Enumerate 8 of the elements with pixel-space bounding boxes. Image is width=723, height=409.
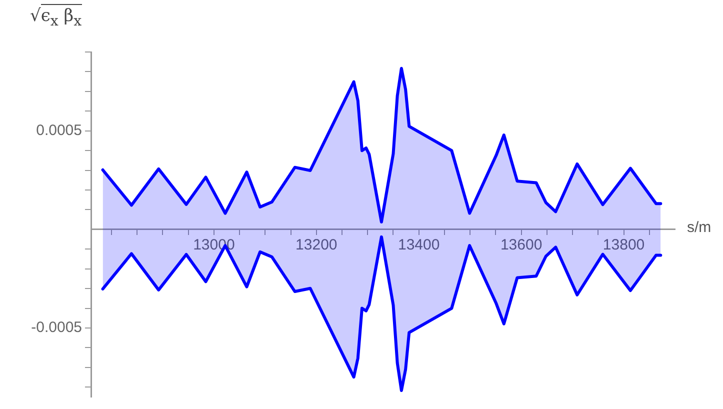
x-tick-label: 13600 <box>500 236 542 254</box>
x-tick-label: 13400 <box>398 236 440 254</box>
y-axis-title: √ϵ$_{x}$ β$_{x}$ <box>30 5 82 30</box>
x-tick-label: 13200 <box>296 236 338 254</box>
y-tick-label: -0.0005 <box>31 319 82 336</box>
y-tick-label: 0.0005 <box>36 122 82 139</box>
x-tick-label: 13800 <box>602 236 645 254</box>
x-axis-title: s/m <box>687 219 712 236</box>
